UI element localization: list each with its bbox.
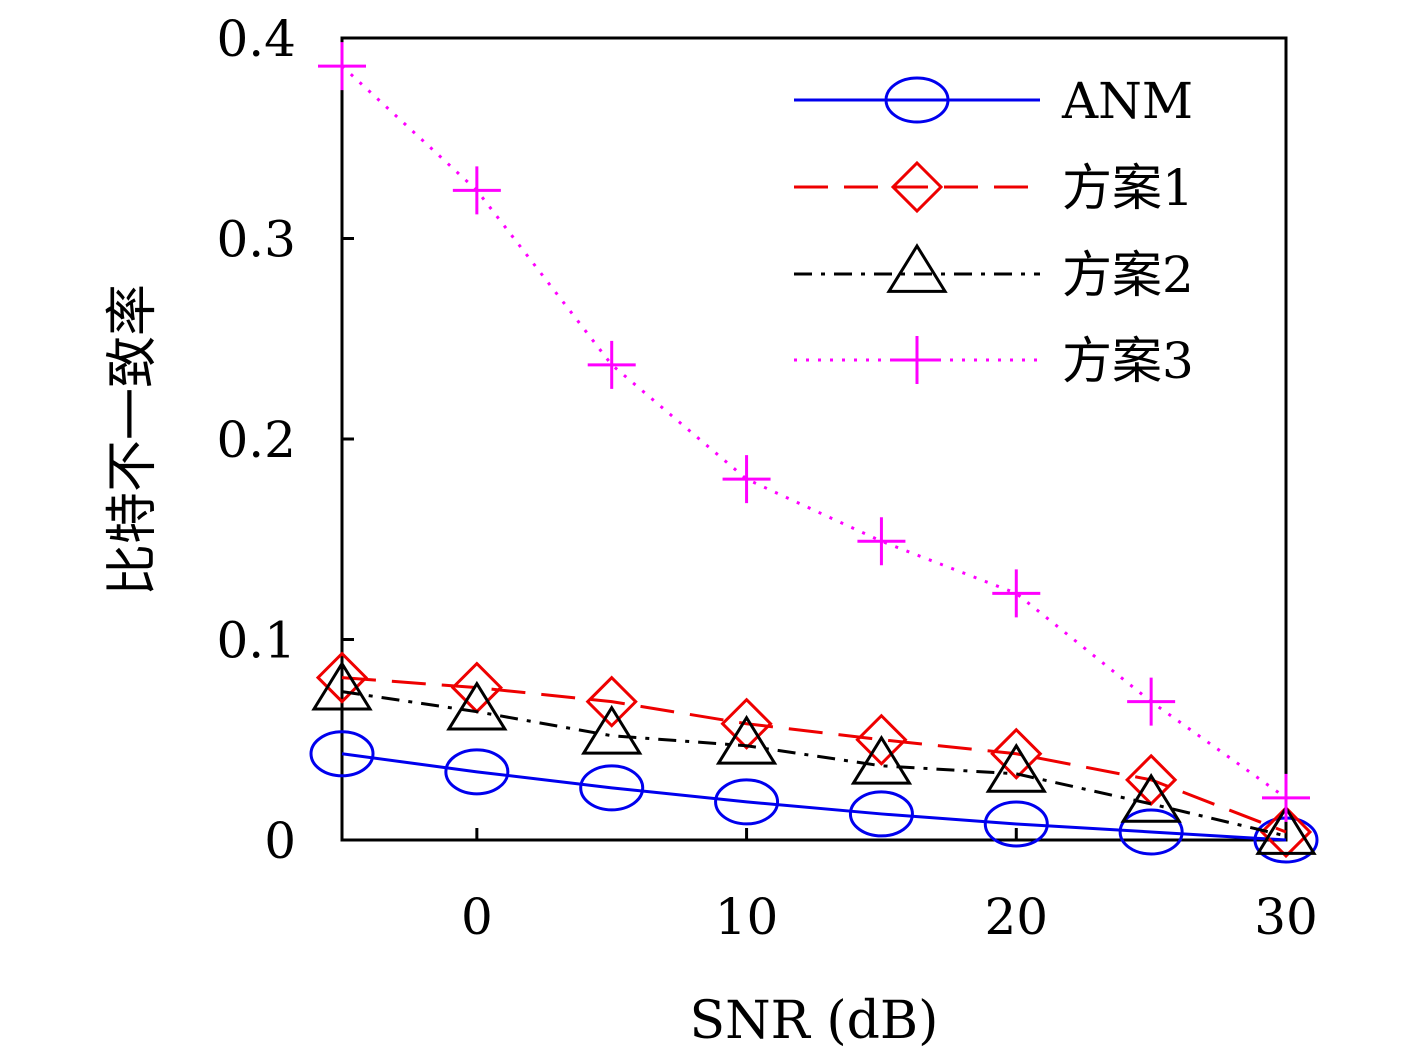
data-point-diamond [585,675,638,728]
data-point-triangle [715,714,778,765]
data-point-diamond [990,727,1043,780]
data-point-circle [983,800,1049,848]
data-point-circle [714,778,780,826]
data-point-plus [587,340,636,389]
data-point-diamond [315,651,369,704]
data-point-plus [1127,677,1176,726]
x-tick-label: 20 [984,888,1048,946]
legend-marker-diamond [890,160,944,214]
series-layer [309,42,1319,864]
data-point-plus [452,166,501,215]
x-tick-label: 30 [1254,888,1318,946]
x-axis-label: SNR (dB) [690,991,939,1051]
data-point-triangle [1120,773,1182,823]
y-tick-label: 0.1 [216,612,296,670]
data-point-plus [1262,773,1310,822]
legend-label: ANM [1061,72,1193,130]
legend-label: 方案3 [1062,332,1194,390]
data-point-diamond [1125,753,1178,806]
legend-entry: ANM [794,72,1193,130]
legend-entry: 方案1 [794,159,1194,217]
data-point-plus [722,455,771,504]
data-point-triangle [1255,805,1317,855]
data-point-plus [857,517,906,566]
legend-marker-circle [884,76,950,124]
legend-entry: 方案2 [794,243,1194,304]
data-point-triangle [581,704,643,755]
data-point-triangle [985,742,1047,793]
y-tick-label: 0.4 [216,10,296,68]
series-line [341,752,1287,842]
data-point-diamond [1259,805,1313,859]
data-point-triangle [311,660,373,711]
series-3 [311,660,1317,855]
ticks: 0 10 20 30 0 0.1 0.2 0.3 0.4 [216,10,1317,946]
y-tick-label: 0.2 [216,411,296,469]
series-1 [309,730,1319,864]
data-point-circle [579,764,645,812]
legend-marker-plus [893,336,941,384]
x-tick-label: 10 [715,888,779,946]
y-axis-label: 比特不一致率 [103,284,163,596]
y-tick-label: 0.3 [216,211,296,269]
legend-label: 方案1 [1062,159,1194,217]
legend-entry: 方案3 [794,332,1194,390]
data-point-circle [309,730,375,778]
legend-label: 方案2 [1062,246,1194,304]
data-point-circle [444,748,510,796]
data-point-diamond [720,697,773,750]
data-point-plus [992,569,1041,618]
data-point-circle [1118,808,1184,856]
data-point-triangle [446,680,508,731]
data-point-circle [848,790,914,838]
y-tick-label: 0 [264,812,296,870]
data-point-plus [318,42,366,91]
series-2 [315,651,1313,859]
data-point-diamond [855,713,908,766]
series-4 [318,42,1310,822]
legend: ANM 方案1 方案2 方案3 [794,72,1194,390]
legend-marker-triangle [886,243,948,293]
data-point-triangle [850,734,913,785]
x-tick-label: 0 [461,888,493,946]
